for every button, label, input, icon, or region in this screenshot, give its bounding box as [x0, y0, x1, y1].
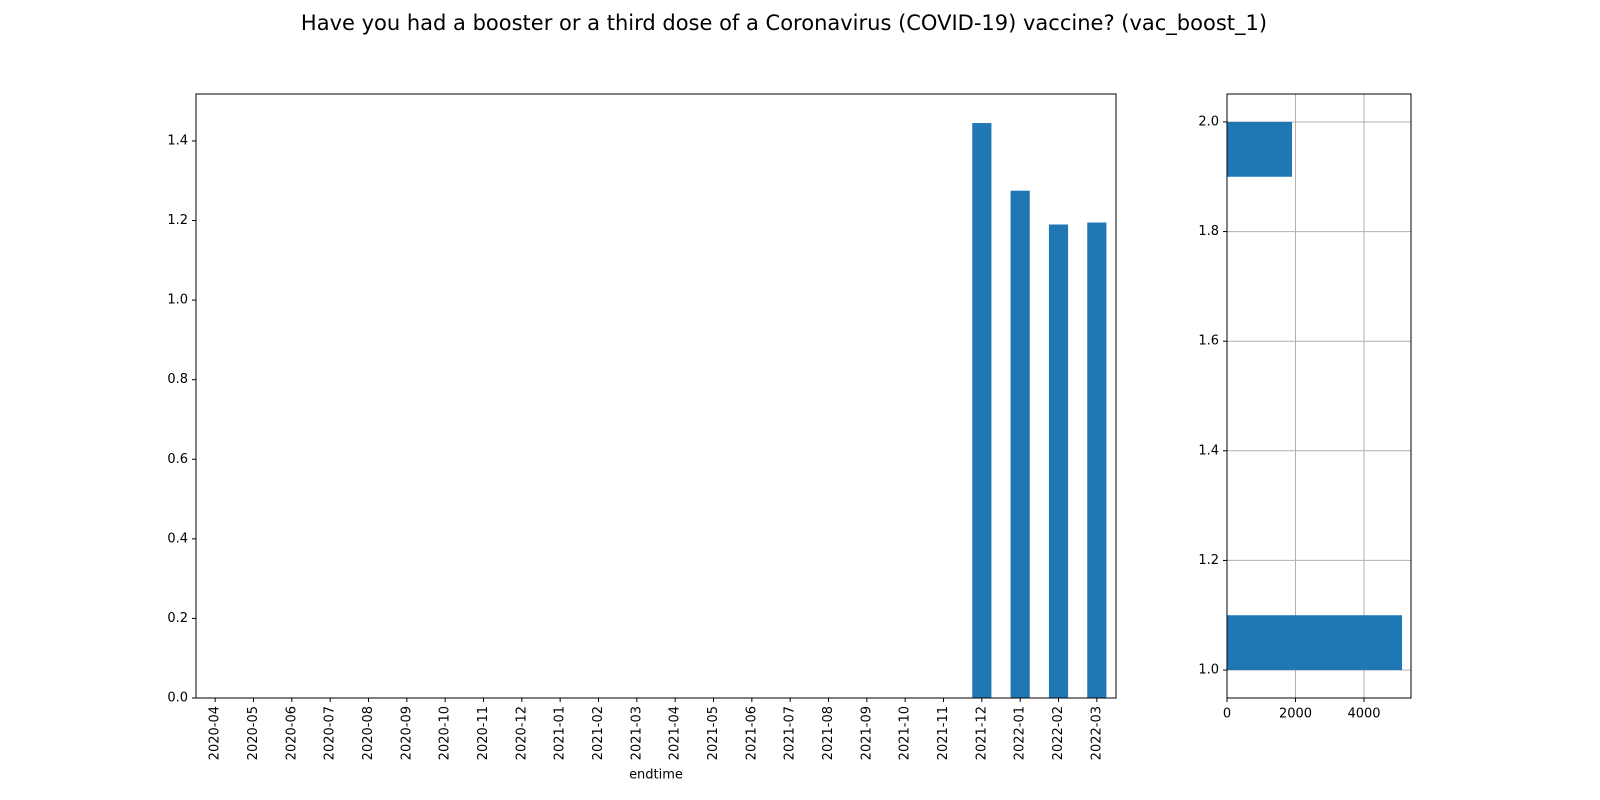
- x-tick-label: 2021-02: [591, 706, 606, 760]
- x-tick-label: 2000: [1279, 707, 1312, 722]
- x-tick-label: 2022-03: [1089, 706, 1104, 760]
- x-tick-label: 2021-11: [936, 706, 951, 760]
- y-tick-label: 0.4: [167, 531, 188, 546]
- x-tick-label: 2020-11: [476, 706, 491, 760]
- y-tick-label: 1.0: [1198, 663, 1219, 678]
- y-tick-label: 1.4: [1198, 443, 1219, 458]
- y-tick-label: 1.2: [1198, 553, 1219, 568]
- x-tick-label: 2020-04: [208, 706, 223, 760]
- x-tick-label: 2020-05: [246, 706, 261, 760]
- y-tick-label: 1.6: [1198, 334, 1219, 349]
- x-tick-label: 2021-06: [744, 706, 759, 760]
- x-tick-label: 0: [1223, 707, 1231, 722]
- y-tick-label: 1.8: [1198, 224, 1219, 239]
- x-tick-label: 2020-06: [284, 706, 299, 760]
- y-tick-label: 0.2: [167, 611, 188, 626]
- y-tick-label: 1.4: [167, 133, 188, 148]
- axes-frame: [1226, 93, 1412, 699]
- x-tick-label: 2020-08: [361, 706, 376, 760]
- x-tick-label: 2022-02: [1051, 706, 1066, 760]
- y-tick-label: 2.0: [1198, 114, 1219, 129]
- histogram-bar: [1227, 615, 1403, 671]
- y-tick-label: 0.8: [167, 372, 188, 387]
- x-tick-label: 2021-07: [783, 706, 798, 760]
- bar: [1087, 222, 1107, 698]
- x-tick-label: 2020-10: [438, 706, 453, 760]
- x-tick-label: 2021-05: [706, 706, 721, 760]
- bar: [1048, 224, 1069, 699]
- x-tick-label: 2020-12: [514, 706, 529, 760]
- x-axis-label: endtime: [629, 768, 683, 783]
- x-tick-label: 2021-01: [553, 706, 568, 760]
- x-tick-label: 2020-09: [399, 706, 414, 760]
- x-tick-label: 2021-08: [821, 706, 836, 760]
- x-tick-label: 2021-09: [859, 706, 874, 760]
- x-tick-label: 2021-10: [898, 706, 913, 760]
- x-tick-label: 4000: [1347, 707, 1380, 722]
- y-tick-label: 0.6: [167, 452, 188, 467]
- x-tick-label: 2021-12: [974, 706, 989, 760]
- y-tick-label: 0.0: [167, 691, 188, 706]
- x-tick-label: 2021-04: [668, 706, 683, 760]
- x-tick-label: 2022-01: [1013, 706, 1028, 760]
- bar: [1010, 190, 1030, 698]
- axes-frame: [195, 93, 1117, 699]
- histogram-bar: [1227, 121, 1293, 177]
- x-tick-label: 2020-07: [323, 706, 338, 760]
- x-tick-label: 2021-03: [629, 706, 644, 760]
- y-tick-label: 1.2: [167, 213, 188, 228]
- bar: [972, 123, 992, 698]
- y-tick-label: 1.0: [167, 293, 188, 308]
- figure-title: Have you had a booster or a third dose o…: [301, 11, 1267, 36]
